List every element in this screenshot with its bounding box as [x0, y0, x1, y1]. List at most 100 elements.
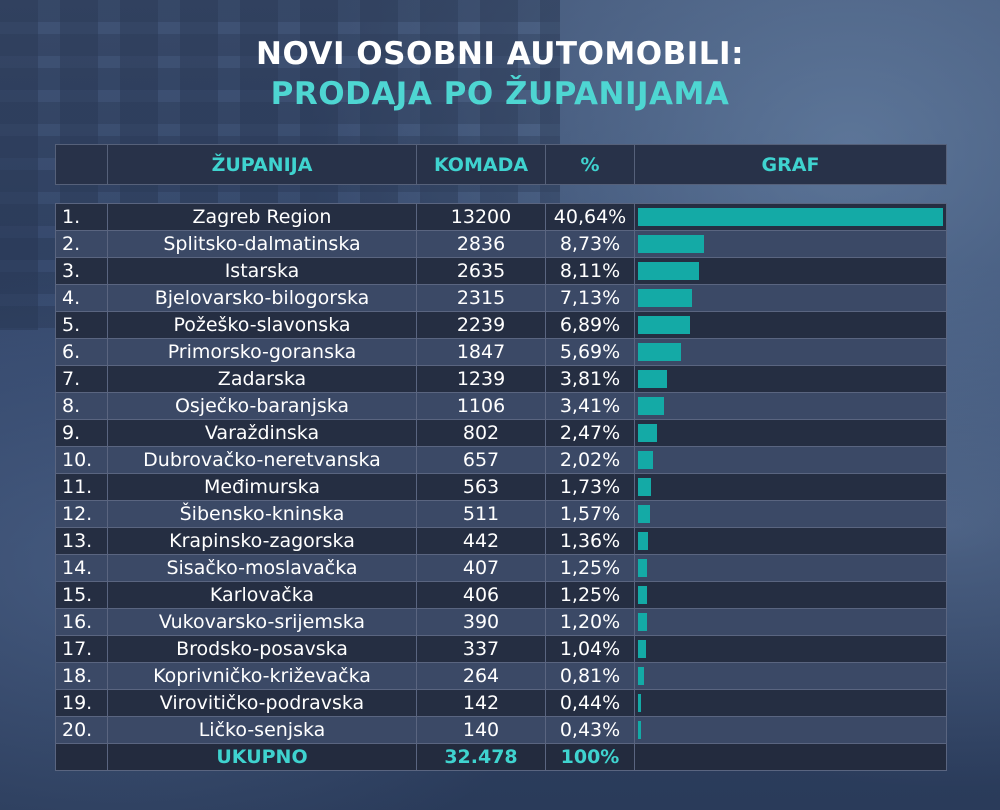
bar	[638, 721, 642, 739]
table-row: 7. Zadarska 1239 3,81%	[55, 365, 947, 393]
row-percent: 1,36%	[545, 527, 635, 555]
row-rank: 16.	[55, 608, 108, 636]
row-percent: 6,89%	[545, 311, 635, 339]
row-graf	[634, 230, 947, 258]
row-graf	[634, 500, 947, 528]
row-zupanija: Dubrovačko-neretvanska	[107, 446, 417, 474]
row-zupanija: Zagreb Region	[107, 203, 417, 231]
table-row: 18. Koprivničko-križevačka 264 0,81%	[55, 662, 947, 690]
table-row: 19. Virovitičko-podravska 142 0,44%	[55, 689, 947, 717]
header-komada: KOMADA	[416, 144, 546, 185]
row-percent: 8,11%	[545, 257, 635, 285]
row-rank: 18.	[55, 662, 108, 690]
row-komada: 2635	[416, 257, 546, 285]
row-graf	[634, 311, 947, 339]
bar	[638, 694, 642, 712]
row-graf	[634, 581, 947, 609]
table-row: 10. Dubrovačko-neretvanska 657 2,02%	[55, 446, 947, 474]
row-rank: 3.	[55, 257, 108, 285]
total-percent: 100%	[545, 743, 635, 771]
row-komada: 657	[416, 446, 546, 474]
row-zupanija: Krapinsko-zagorska	[107, 527, 417, 555]
bar	[638, 667, 645, 685]
table-row: 16. Vukovarsko-srijemska 390 1,20%	[55, 608, 947, 636]
bar	[638, 424, 657, 442]
table-row: 1. Zagreb Region 13200 40,64%	[55, 203, 947, 231]
table-row: 20. Ličko-senjska 140 0,43%	[55, 716, 947, 744]
table-row: 3. Istarska 2635 8,11%	[55, 257, 947, 285]
bar	[638, 559, 648, 577]
total-graf	[634, 743, 947, 771]
header-zupanija: ŽUPANIJA	[107, 144, 417, 185]
row-graf	[634, 473, 947, 501]
row-komada: 563	[416, 473, 546, 501]
row-percent: 0,43%	[545, 716, 635, 744]
bar	[638, 586, 648, 604]
row-zupanija: Bjelovarsko-bilogorska	[107, 284, 417, 312]
total-rank	[55, 743, 108, 771]
row-graf	[634, 608, 947, 636]
row-graf	[634, 419, 947, 447]
row-graf	[634, 554, 947, 582]
row-rank: 15.	[55, 581, 108, 609]
row-rank: 6.	[55, 338, 108, 366]
row-komada: 1106	[416, 392, 546, 420]
row-rank: 9.	[55, 419, 108, 447]
row-komada: 406	[416, 581, 546, 609]
table-row: 15. Karlovačka 406 1,25%	[55, 581, 947, 609]
row-rank: 10.	[55, 446, 108, 474]
row-rank: 8.	[55, 392, 108, 420]
row-graf	[634, 203, 947, 231]
table-row: 5. Požeško-slavonska 2239 6,89%	[55, 311, 947, 339]
row-percent: 1,73%	[545, 473, 635, 501]
table-row: 4. Bjelovarsko-bilogorska 2315 7,13%	[55, 284, 947, 312]
row-komada: 390	[416, 608, 546, 636]
row-rank: 19.	[55, 689, 108, 717]
row-rank: 1.	[55, 203, 108, 231]
table-row: 12. Šibensko-kninska 511 1,57%	[55, 500, 947, 528]
table-row: 9. Varaždinska 802 2,47%	[55, 419, 947, 447]
row-graf	[634, 446, 947, 474]
bar	[638, 343, 681, 361]
row-percent: 1,04%	[545, 635, 635, 663]
row-komada: 140	[416, 716, 546, 744]
row-zupanija: Koprivničko-križevačka	[107, 662, 417, 690]
row-percent: 8,73%	[545, 230, 635, 258]
row-zupanija: Šibensko-kninska	[107, 500, 417, 528]
row-rank: 2.	[55, 230, 108, 258]
row-zupanija: Vukovarsko-srijemska	[107, 608, 417, 636]
bar	[638, 208, 943, 226]
row-percent: 0,81%	[545, 662, 635, 690]
total-row: UKUPNO 32.478 100%	[55, 743, 947, 771]
table-row: 13. Krapinsko-zagorska 442 1,36%	[55, 527, 947, 555]
row-komada: 1847	[416, 338, 546, 366]
row-zupanija: Splitsko-dalmatinska	[107, 230, 417, 258]
row-zupanija: Brodsko-posavska	[107, 635, 417, 663]
row-rank: 20.	[55, 716, 108, 744]
row-zupanija: Osječko-baranjska	[107, 392, 417, 420]
row-graf	[634, 635, 947, 663]
row-percent: 5,69%	[545, 338, 635, 366]
page-title: NOVI OSOBNI AUTOMOBILI:	[256, 36, 744, 72]
row-komada: 142	[416, 689, 546, 717]
bar	[638, 640, 646, 658]
row-graf	[634, 284, 947, 312]
bar	[638, 289, 692, 307]
bar	[638, 397, 664, 415]
row-graf	[634, 662, 947, 690]
data-table: 1. Zagreb Region 13200 40,64% 2. Splitsko-dal…	[55, 203, 947, 771]
row-rank: 13.	[55, 527, 108, 555]
bar	[638, 478, 651, 496]
row-graf	[634, 257, 947, 285]
table-row: 6. Primorsko-goranska 1847 5,69%	[55, 338, 947, 366]
bar	[638, 532, 649, 550]
row-percent: 1,57%	[545, 500, 635, 528]
row-percent: 1,25%	[545, 581, 635, 609]
table-row: 14. Sisačko-moslavačka 407 1,25%	[55, 554, 947, 582]
row-percent: 2,02%	[545, 446, 635, 474]
header-rank	[55, 144, 108, 185]
row-zupanija: Virovitičko-podravska	[107, 689, 417, 717]
row-komada: 337	[416, 635, 546, 663]
row-komada: 442	[416, 527, 546, 555]
row-zupanija: Varaždinska	[107, 419, 417, 447]
